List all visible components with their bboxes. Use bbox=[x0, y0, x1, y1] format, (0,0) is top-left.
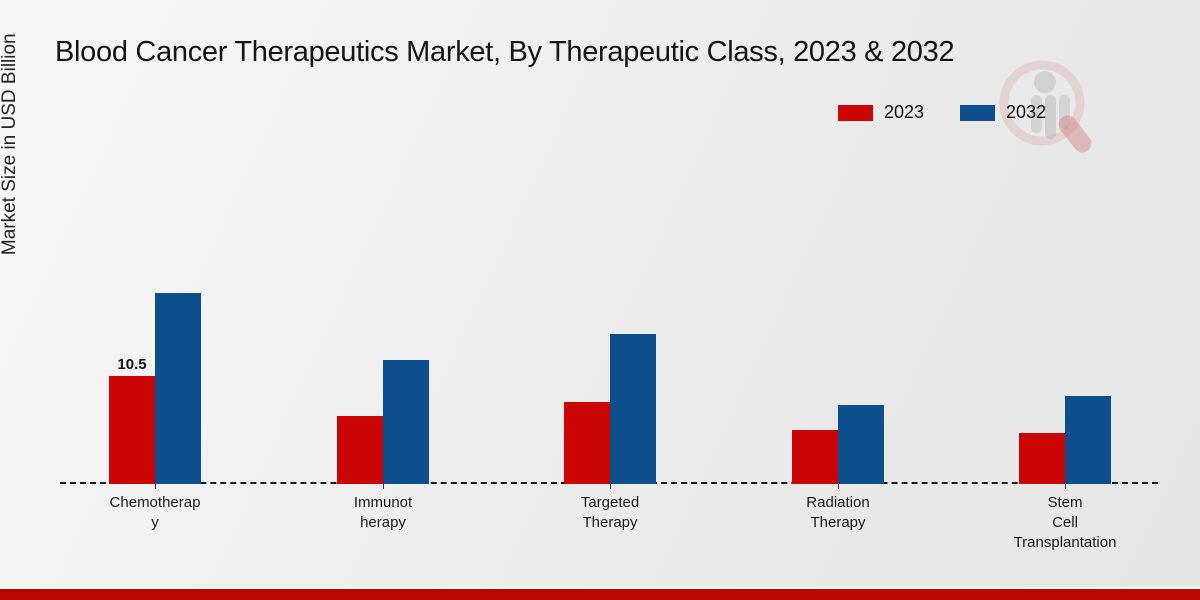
legend: 2023 2032 bbox=[838, 102, 1046, 123]
legend-item-2023: 2023 bbox=[838, 102, 924, 123]
bar-2023-radiation-therapy bbox=[792, 429, 838, 484]
category-label-immunotherapy: Immunot herapy bbox=[353, 494, 413, 531]
bar-2032-chemotherapy bbox=[155, 292, 201, 484]
bar-group-radiation-therapy bbox=[792, 404, 884, 484]
bar-2032-targeted-therapy bbox=[610, 333, 656, 484]
x-axis-tick bbox=[155, 484, 156, 489]
bar-value-label: 10.5 bbox=[117, 356, 147, 373]
x-axis-tick bbox=[838, 484, 839, 489]
legend-label: 2023 bbox=[884, 102, 925, 122]
bar-2023-stem-cell-transplantation bbox=[1019, 432, 1065, 484]
legend-swatch-icon bbox=[960, 104, 996, 121]
bar-group-immunotherapy bbox=[337, 359, 429, 484]
category-label-radiation-therapy: Radiation Therapy bbox=[806, 494, 870, 531]
bar-group-targeted-therapy bbox=[564, 333, 656, 484]
bar-group-chemotherapy bbox=[109, 292, 201, 484]
footer-accent-bar bbox=[0, 587, 1200, 600]
bar-2032-radiation-therapy bbox=[838, 404, 884, 484]
bar-2032-immunotherapy bbox=[383, 359, 429, 484]
legend-swatch-icon bbox=[838, 104, 873, 121]
legend-item-2032: 2032 bbox=[960, 102, 1046, 123]
bar-group-stem-cell-transplantation bbox=[1019, 395, 1111, 484]
x-axis-tick bbox=[383, 484, 384, 489]
bar-2023-immunotherapy bbox=[337, 416, 383, 484]
chart-title: Blood Cancer Therapeutics Market, By The… bbox=[55, 36, 955, 68]
category-label-targeted-therapy: Targeted Therapy bbox=[580, 494, 640, 531]
category-label-stem-cell-transplantation: Stem Cell Transplantation bbox=[1013, 494, 1117, 551]
category-label-chemotherapy: Chemotherap y bbox=[109, 494, 201, 531]
legend-label: 2032 bbox=[1006, 102, 1047, 122]
x-axis-tick bbox=[610, 484, 611, 489]
bar-2023-targeted-therapy bbox=[564, 401, 610, 484]
bar-2023-chemotherapy bbox=[109, 376, 155, 484]
bar-2032-stem-cell-transplantation bbox=[1065, 395, 1111, 484]
x-axis-tick bbox=[1065, 484, 1066, 489]
